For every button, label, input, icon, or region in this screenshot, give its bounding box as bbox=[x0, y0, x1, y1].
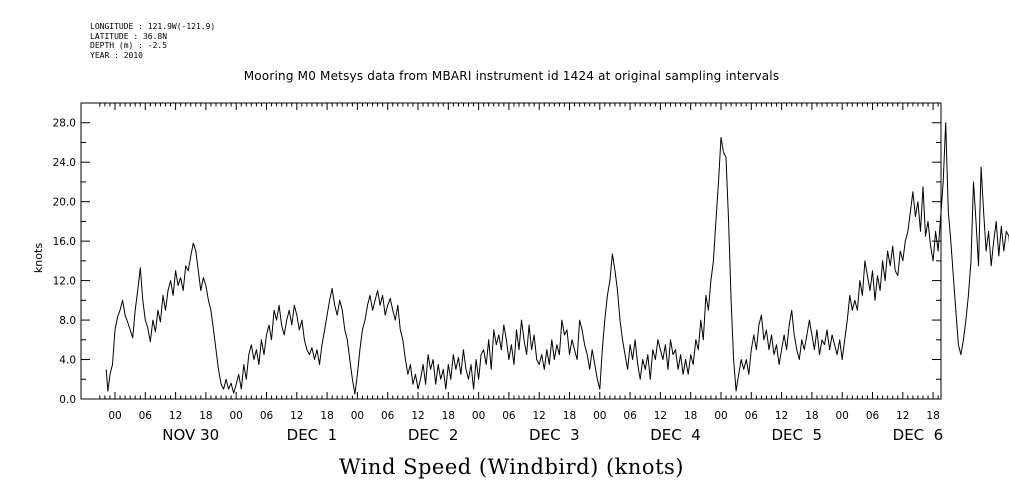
x-hour-label: 18 bbox=[926, 410, 939, 422]
x-hour-label: 12 bbox=[169, 410, 182, 422]
y-tick-label: 0.0 bbox=[59, 394, 76, 406]
x-hour-label: 18 bbox=[563, 410, 576, 422]
x-hour-label: 12 bbox=[411, 410, 424, 422]
x-day-label: NOV 30 bbox=[162, 426, 219, 444]
y-axis: 0.0 4.0 8.0 12.0 16.0 20.0 24.0 28.0 bbox=[53, 102, 941, 406]
x-hour-label: 06 bbox=[866, 410, 880, 422]
x-hour-label: 06 bbox=[623, 410, 637, 422]
x-hour-label: 00 bbox=[472, 410, 485, 422]
y-axis-label: knots bbox=[32, 243, 45, 273]
x-hour-label: 06 bbox=[745, 410, 759, 422]
chart-title: Mooring M0 Metsys data from MBARI instru… bbox=[243, 69, 780, 83]
y-tick-label: 4.0 bbox=[59, 355, 76, 367]
x-hour-label: 00 bbox=[836, 410, 849, 422]
chart-caption-row: Wind Speed (Windbird) (knots) bbox=[0, 455, 1009, 479]
x-hour-label: 18 bbox=[805, 410, 818, 422]
y-tick-label: 16.0 bbox=[53, 236, 76, 248]
x-hour-label: 00 bbox=[351, 410, 364, 422]
x-hour-label: 00 bbox=[593, 410, 606, 422]
x-hour-label: 12 bbox=[654, 410, 667, 422]
year-label: YEAR : 2010 bbox=[90, 50, 143, 60]
y-tick-label: 20.0 bbox=[53, 197, 76, 209]
x-day-label: DEC 1 bbox=[287, 426, 338, 444]
depth-label: DEPTH (m) : -2.5 bbox=[90, 41, 168, 50]
y-tick-label: 24.0 bbox=[53, 157, 76, 169]
chart-caption: Wind Speed (Windbird) (knots) bbox=[339, 455, 684, 479]
x-day-label: DEC 6 bbox=[893, 426, 944, 444]
x-hour-label: 18 bbox=[199, 410, 212, 422]
x-hour-label: 12 bbox=[896, 410, 909, 422]
x-hour-label: 06 bbox=[502, 410, 516, 422]
x-hour-label: 18 bbox=[442, 410, 455, 422]
chart-title-row: Mooring M0 Metsys data from MBARI instru… bbox=[0, 69, 1009, 83]
x-hour-label: 18 bbox=[320, 410, 333, 422]
x-day-label: DEC 3 bbox=[529, 426, 580, 444]
x-hour-label: 18 bbox=[684, 410, 697, 422]
x-hour-label: 00 bbox=[714, 410, 727, 422]
x-day-label: DEC 2 bbox=[408, 426, 459, 444]
latitude-label: LATITUDE : 36.8N bbox=[90, 31, 168, 41]
y-tick-label: 28.0 bbox=[53, 118, 76, 130]
x-day-label: DEC 5 bbox=[771, 426, 822, 444]
longitude-label: LONGITUDE : 121.9W(-121.9) bbox=[90, 22, 216, 31]
x-hour-label: 06 bbox=[139, 410, 153, 422]
wind-speed-line bbox=[105, 122, 1009, 395]
x-hour-label: 12 bbox=[290, 410, 303, 422]
x-axis: 00 06 12 18 00 06 12 18 00 06 12 18 00 06 12 18 00 06 12 18… bbox=[99, 103, 944, 444]
plot-frame bbox=[80, 102, 942, 400]
x-day-label: DEC 4 bbox=[650, 426, 701, 444]
x-hour-label: 12 bbox=[533, 410, 546, 422]
location-metadata: LONGITUDE : 121.9W(-121.9) LATITUDE : 36… bbox=[90, 22, 215, 60]
y-tick-label: 12.0 bbox=[53, 276, 76, 288]
x-hour-label: 12 bbox=[775, 410, 788, 422]
x-hour-label: 00 bbox=[230, 410, 243, 422]
x-hour-label: 06 bbox=[381, 410, 395, 422]
series-layer bbox=[105, 122, 1009, 395]
x-hour-label: 00 bbox=[108, 410, 121, 422]
y-tick-label: 8.0 bbox=[59, 315, 76, 327]
x-hour-label: 06 bbox=[260, 410, 274, 422]
plot-border bbox=[80, 102, 942, 400]
